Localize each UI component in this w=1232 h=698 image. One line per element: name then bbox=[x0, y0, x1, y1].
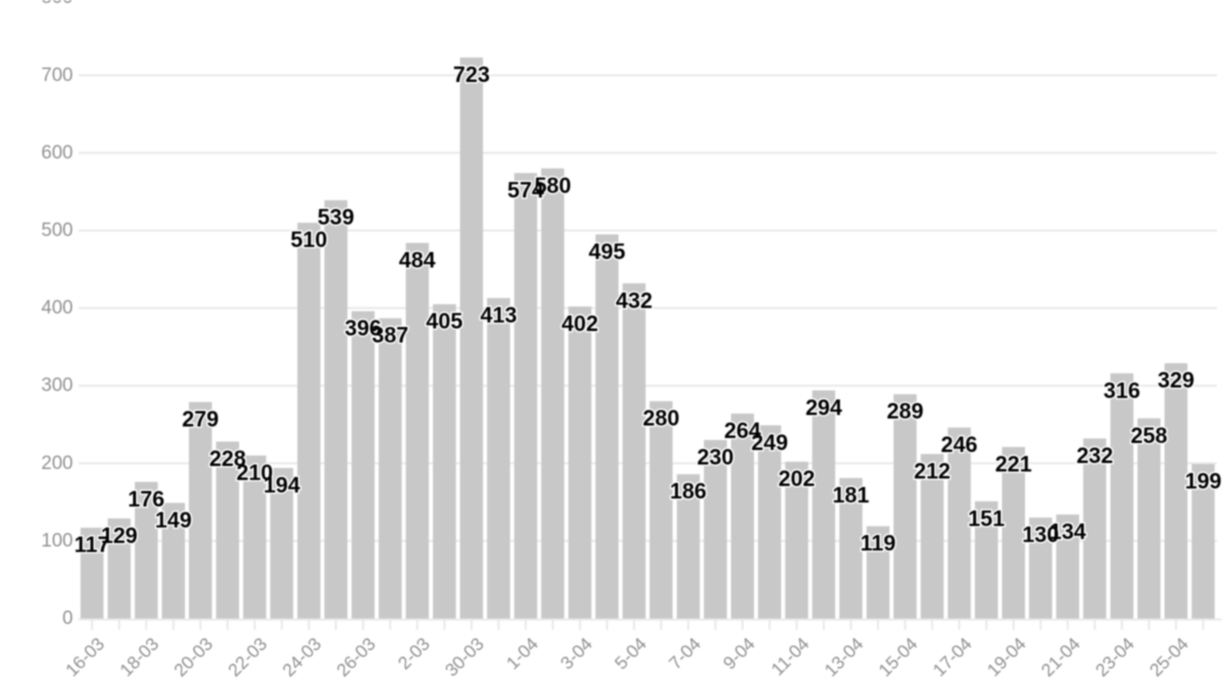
svg-text:387: 387 bbox=[372, 323, 409, 348]
svg-text:484: 484 bbox=[399, 247, 436, 272]
svg-text:129: 129 bbox=[101, 523, 138, 548]
svg-text:199: 199 bbox=[1185, 469, 1222, 494]
svg-text:396: 396 bbox=[345, 316, 382, 341]
svg-text:432: 432 bbox=[616, 288, 653, 313]
svg-text:413: 413 bbox=[480, 303, 517, 328]
svg-text:329: 329 bbox=[1158, 368, 1195, 393]
svg-text:396: 396 bbox=[345, 316, 382, 341]
svg-text:289: 289 bbox=[887, 399, 924, 424]
svg-text:387: 387 bbox=[372, 323, 409, 348]
svg-text:130: 130 bbox=[1022, 522, 1059, 547]
svg-text:186: 186 bbox=[670, 479, 707, 504]
svg-text:316: 316 bbox=[1104, 378, 1141, 403]
svg-text:510: 510 bbox=[291, 227, 328, 252]
svg-text:580: 580 bbox=[534, 173, 571, 198]
svg-text:194: 194 bbox=[263, 473, 300, 498]
svg-text:149: 149 bbox=[155, 507, 192, 532]
svg-text:129: 129 bbox=[101, 523, 138, 548]
svg-text:119: 119 bbox=[860, 531, 896, 556]
svg-text:230: 230 bbox=[697, 445, 734, 470]
svg-text:230: 230 bbox=[697, 445, 734, 470]
svg-text:402: 402 bbox=[562, 311, 599, 336]
svg-text:580: 580 bbox=[534, 173, 571, 198]
svg-text:280: 280 bbox=[643, 406, 680, 431]
svg-text:316: 316 bbox=[1104, 378, 1141, 403]
svg-text:249: 249 bbox=[751, 430, 788, 455]
svg-text:151: 151 bbox=[968, 506, 1005, 531]
svg-text:212: 212 bbox=[914, 459, 951, 484]
svg-text:510: 510 bbox=[291, 227, 328, 252]
svg-text:119: 119 bbox=[860, 531, 896, 556]
svg-text:264: 264 bbox=[724, 418, 761, 443]
svg-text:279: 279 bbox=[182, 407, 219, 432]
svg-text:246: 246 bbox=[941, 432, 978, 457]
svg-text:294: 294 bbox=[805, 395, 842, 420]
svg-text:539: 539 bbox=[318, 205, 355, 230]
svg-text:181: 181 bbox=[833, 483, 870, 508]
svg-text:405: 405 bbox=[426, 309, 463, 334]
svg-text:280: 280 bbox=[643, 406, 680, 431]
svg-text:232: 232 bbox=[1076, 443, 1113, 468]
svg-text:202: 202 bbox=[778, 466, 815, 491]
svg-text:134: 134 bbox=[1049, 519, 1086, 544]
svg-text:574: 574 bbox=[507, 178, 544, 203]
svg-text:199: 199 bbox=[1185, 469, 1222, 494]
svg-text:212: 212 bbox=[914, 459, 951, 484]
svg-text:221: 221 bbox=[995, 452, 1032, 477]
svg-text:700: 700 bbox=[41, 65, 73, 86]
svg-text:258: 258 bbox=[1131, 423, 1168, 448]
svg-text:800: 800 bbox=[41, 0, 73, 8]
svg-text:279: 279 bbox=[182, 407, 219, 432]
svg-text:405: 405 bbox=[426, 309, 463, 334]
svg-text:574: 574 bbox=[507, 178, 544, 203]
svg-text:176: 176 bbox=[128, 486, 165, 511]
svg-text:100: 100 bbox=[41, 530, 73, 551]
svg-text:500: 500 bbox=[41, 220, 73, 241]
svg-text:329: 329 bbox=[1158, 368, 1195, 393]
svg-text:200: 200 bbox=[41, 453, 73, 474]
svg-text:289: 289 bbox=[887, 399, 924, 424]
svg-text:723: 723 bbox=[453, 62, 490, 87]
svg-text:117: 117 bbox=[74, 532, 110, 557]
svg-text:232: 232 bbox=[1076, 443, 1113, 468]
svg-text:176: 176 bbox=[128, 486, 165, 511]
svg-text:413: 413 bbox=[480, 303, 517, 328]
svg-text:249: 249 bbox=[751, 430, 788, 455]
svg-text:210: 210 bbox=[236, 460, 273, 485]
svg-text:402: 402 bbox=[562, 311, 599, 336]
svg-text:149: 149 bbox=[155, 507, 192, 532]
svg-text:258: 258 bbox=[1131, 423, 1168, 448]
svg-text:186: 186 bbox=[670, 479, 707, 504]
svg-text:484: 484 bbox=[399, 247, 436, 272]
svg-text:432: 432 bbox=[616, 288, 653, 313]
svg-text:400: 400 bbox=[41, 298, 73, 319]
svg-text:194: 194 bbox=[263, 473, 300, 498]
svg-text:0: 0 bbox=[62, 608, 73, 629]
svg-text:228: 228 bbox=[209, 446, 246, 471]
svg-text:539: 539 bbox=[318, 205, 355, 230]
svg-text:202: 202 bbox=[778, 466, 815, 491]
svg-text:495: 495 bbox=[589, 239, 626, 264]
svg-text:181: 181 bbox=[833, 483, 870, 508]
svg-text:600: 600 bbox=[41, 142, 73, 163]
svg-text:300: 300 bbox=[41, 375, 73, 396]
svg-text:723: 723 bbox=[453, 62, 490, 87]
svg-text:246: 246 bbox=[941, 432, 978, 457]
svg-text:495: 495 bbox=[589, 239, 626, 264]
svg-text:228: 228 bbox=[209, 446, 246, 471]
svg-text:294: 294 bbox=[805, 395, 842, 420]
svg-text:117: 117 bbox=[74, 532, 110, 557]
svg-text:221: 221 bbox=[995, 452, 1032, 477]
svg-text:130: 130 bbox=[1022, 522, 1059, 547]
svg-text:151: 151 bbox=[968, 506, 1005, 531]
svg-text:134: 134 bbox=[1049, 519, 1086, 544]
svg-text:210: 210 bbox=[236, 460, 273, 485]
svg-text:264: 264 bbox=[724, 418, 761, 443]
